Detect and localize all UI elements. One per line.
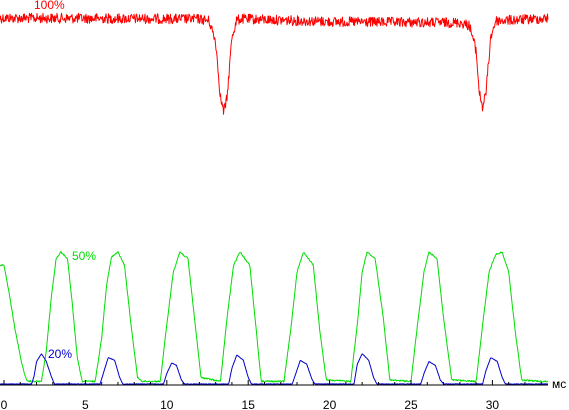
- series-label-20pct: 20%: [48, 347, 72, 361]
- series-label-50pct: 50%: [72, 249, 96, 263]
- x-unit-label: мс: [552, 377, 566, 391]
- x-tick-label: 20: [323, 398, 337, 410]
- x-tick-label: 25: [404, 398, 418, 410]
- series-label-100pct: 100%: [34, 0, 65, 12]
- series-100pct-trace: [0, 12, 549, 115]
- x-tick-label: 5: [82, 398, 89, 410]
- x-tick-label: 0: [1, 398, 8, 410]
- series-labels: 100% 50% 20%: [34, 0, 96, 361]
- traces: [0, 12, 549, 385]
- x-tick-label: 10: [160, 398, 174, 410]
- x-tick-label: 30: [486, 398, 500, 410]
- x-axis: 0 5 10 15 20 25 30 мс: [0, 377, 566, 410]
- x-tick-label: 15: [242, 398, 256, 410]
- series-20pct-trace: [0, 353, 549, 385]
- series-50pct-trace: [0, 250, 549, 383]
